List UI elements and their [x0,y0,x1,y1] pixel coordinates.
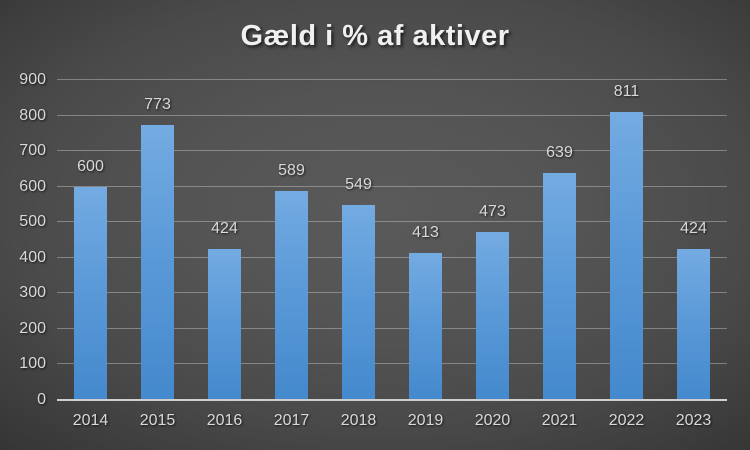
y-tick-label: 0 [37,391,46,408]
bar-2015 [141,125,174,400]
x-tick-label: 2018 [340,412,377,429]
x-axis-labels: 2014 2015 2016 2017 2018 2019 2020 2021 2022 2023 [57,412,727,432]
gridline [57,185,727,187]
bar-2023 [677,249,710,400]
y-axis-labels: 0 100 200 300 400 500 600 700 800 900 [0,71,46,408]
bar-value-label: 413 [412,224,439,242]
bar-value-label: 424 [680,220,707,238]
chart-title: Gæld i % af aktiver [240,20,510,52]
y-tick-label: 800 [19,106,46,124]
bar-value-label: 600 [77,157,104,175]
y-tick-label: 500 [19,213,46,231]
bar-2017 [275,190,308,400]
bar-value-label: 424 [211,220,238,238]
x-tick-label: 2020 [474,412,511,429]
gridline [57,256,727,258]
bar-2022 [610,111,643,400]
bar-2014 [74,186,107,400]
bar-value-label: 549 [345,175,372,193]
bar-value-label: 639 [546,143,573,161]
y-tick-label: 400 [19,248,46,266]
bar-2016 [208,249,241,400]
bar-value-label: 589 [278,161,305,179]
gridline [57,292,727,294]
y-tick-label: 100 [19,355,46,373]
gridline [57,114,727,116]
gridline [57,79,727,80]
x-tick-label: 2016 [206,412,243,429]
x-tick-label: 2022 [608,412,645,429]
bar-2020 [476,231,509,400]
bar-2021 [543,172,576,400]
x-tick-label: 2023 [675,412,712,429]
y-tick-label: 900 [19,71,46,88]
x-tick-label: 2021 [541,412,578,429]
bar-2018 [342,204,375,400]
gridline [57,327,727,329]
gridline [57,363,727,365]
y-tick-label: 200 [19,319,46,337]
y-tick-label: 600 [19,177,46,195]
plot-area: 600 773 424 589 549 413 473 639 811 424 [57,79,727,400]
x-tick-label: 2019 [407,412,444,429]
x-tick-label: 2014 [72,412,109,429]
y-tick-label: 700 [19,142,46,160]
x-tick-label: 2015 [139,412,176,429]
bar-value-label: 773 [144,96,171,114]
y-tick-label: 300 [19,284,46,302]
x-tick-label: 2017 [273,412,310,429]
bar-value-label: 473 [479,202,506,220]
x-axis-line [57,399,727,401]
gridline [57,221,727,223]
gridline [57,150,727,152]
bar-2019 [409,253,442,400]
bar-value-label: 811 [613,82,640,100]
